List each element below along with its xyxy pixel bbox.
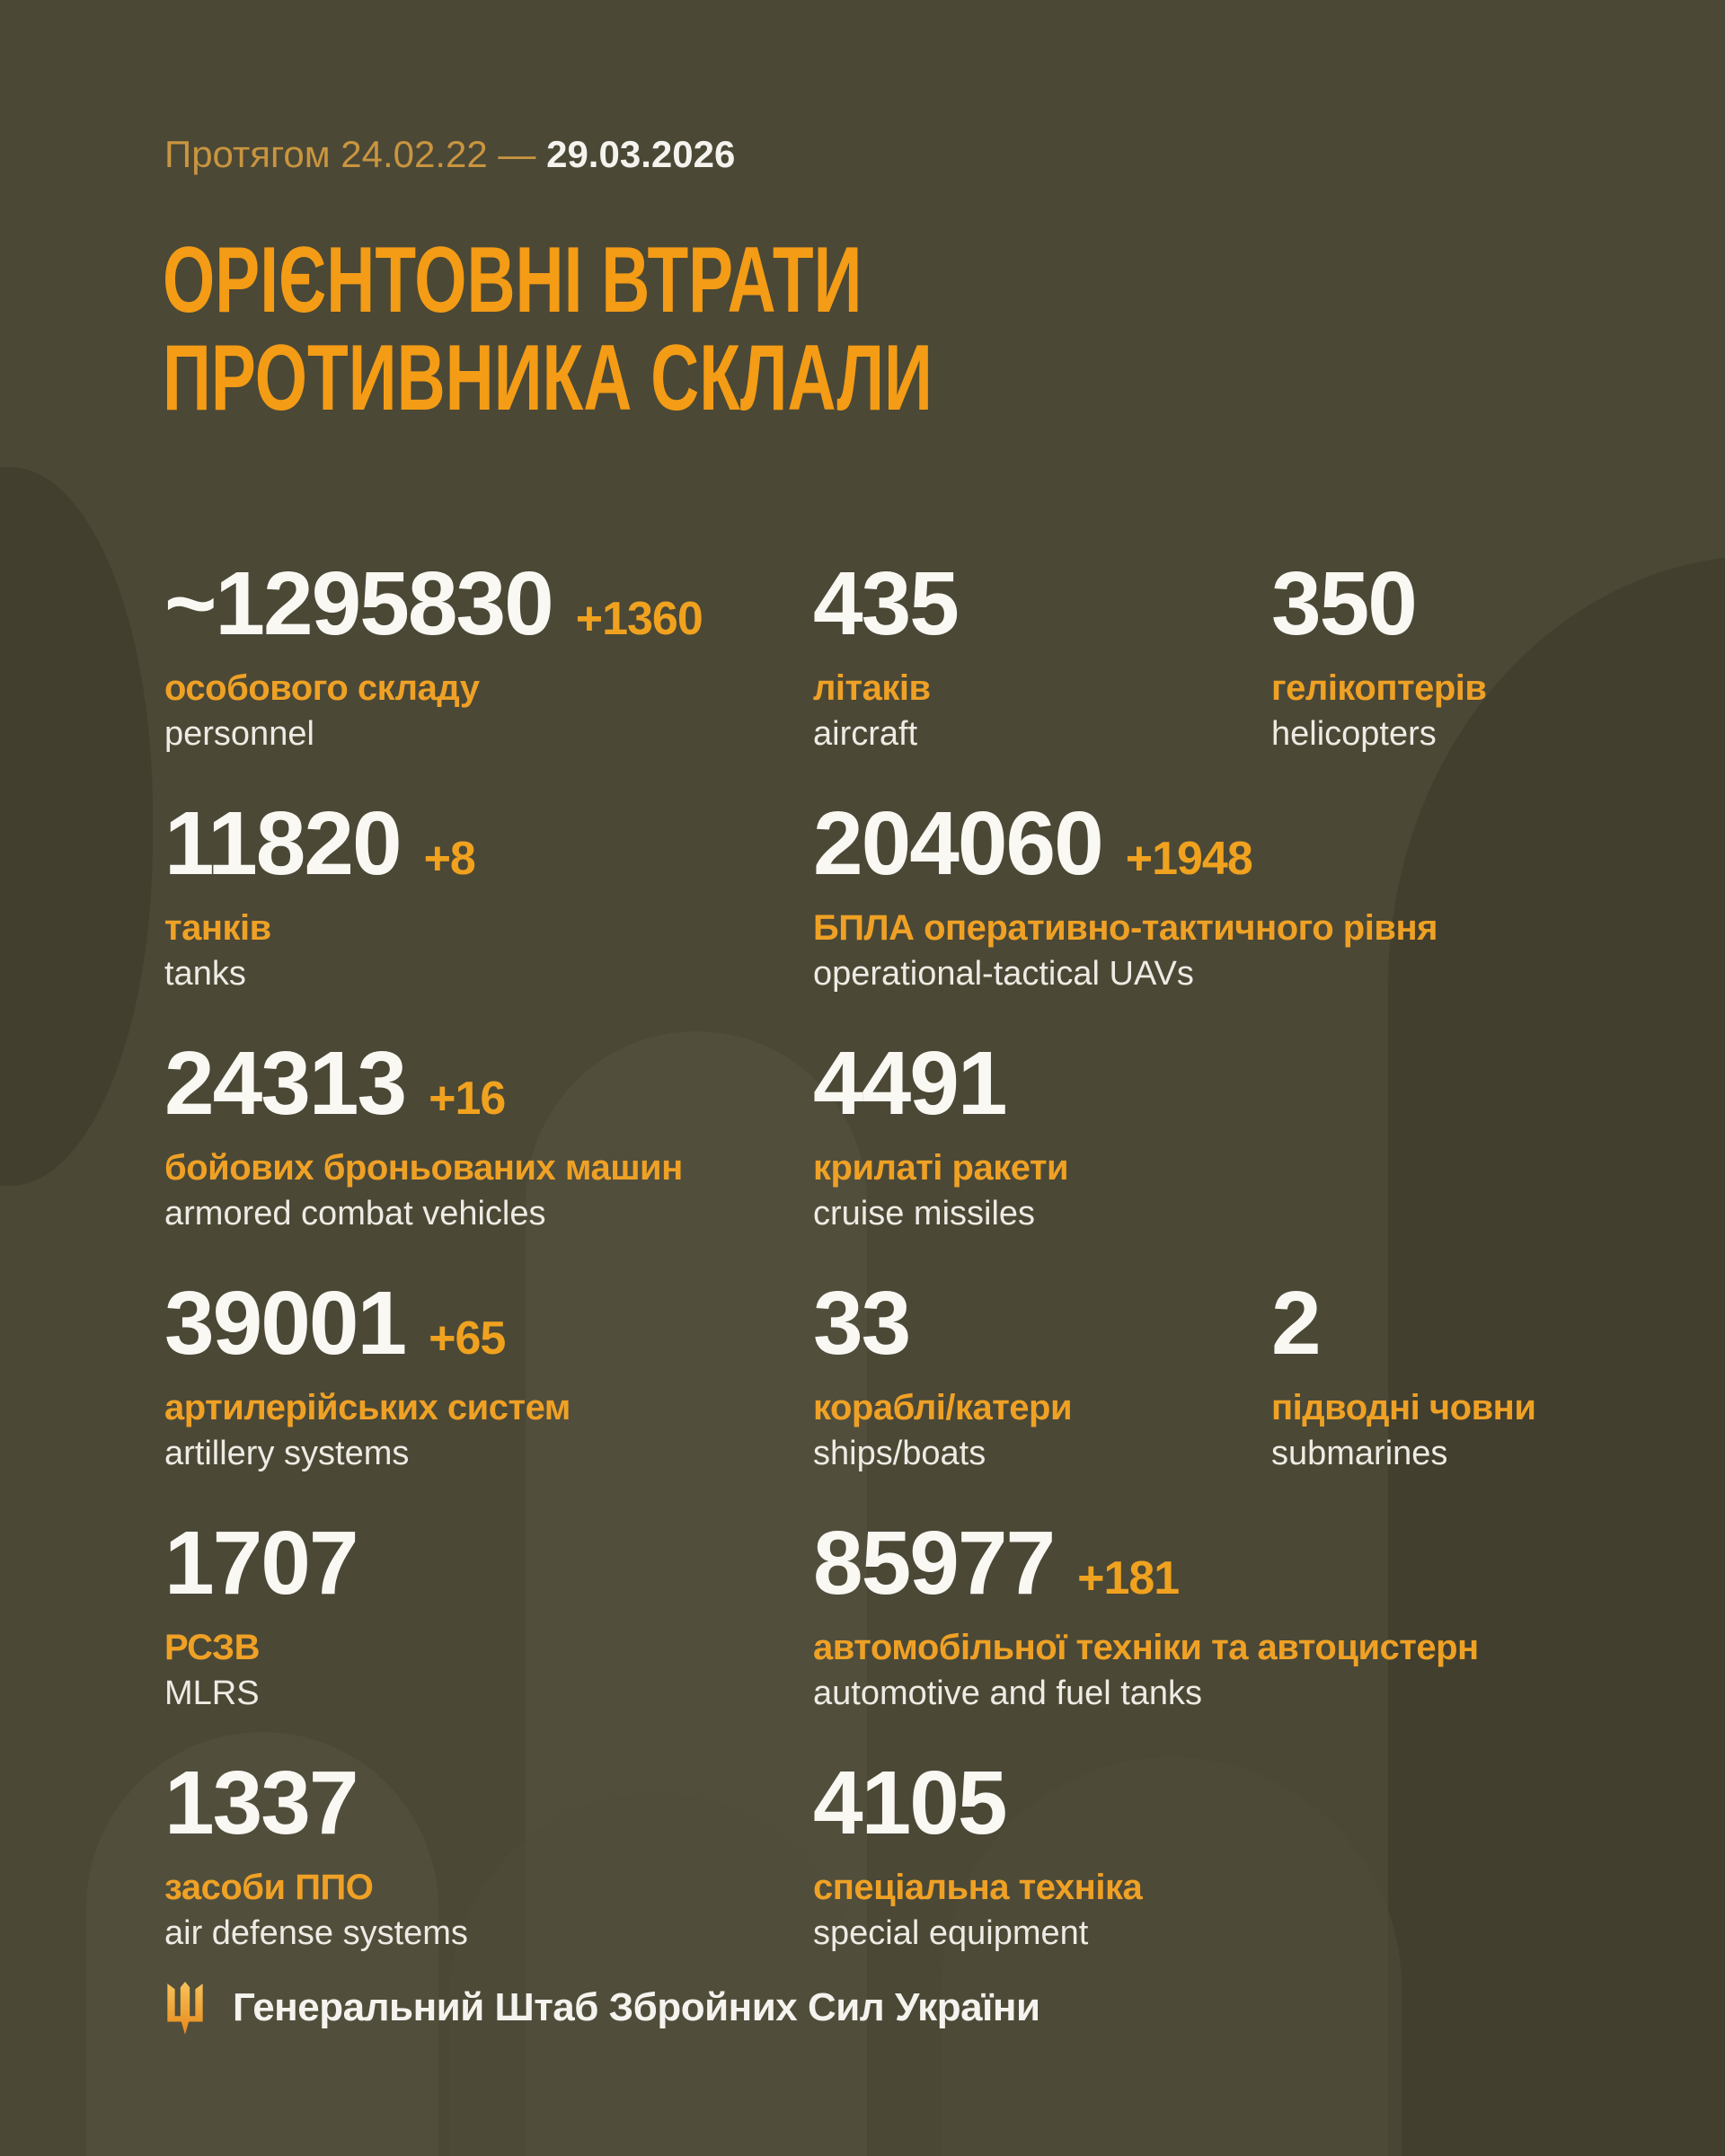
stat-label-uk: підводні човни [1271, 1388, 1536, 1427]
stat-label-uk: літаків [813, 668, 931, 708]
stat-label-en: ships/boats [813, 1435, 986, 1472]
stat-value: 1337 [164, 1753, 358, 1853]
watermark-trident-prong [942, 1757, 1402, 2156]
stat-value: 11820 [164, 793, 402, 894]
stat-label-uk: кораблі/катери [813, 1388, 1073, 1427]
stat-value: 435 [813, 553, 960, 654]
page-title-line1: ОРІЄНТОВНІ ВТРАТИ [163, 228, 862, 332]
footer-org-name: Генеральний Штаб Збройних Сил України [233, 1985, 1040, 2029]
stat-label-uk: гелікоптерів [1271, 668, 1487, 708]
stat-label-uk: артилерійських систем [164, 1388, 571, 1427]
tryzub-trident-icon [167, 1982, 203, 2035]
stat-value: 204060 [813, 793, 1104, 894]
stat-label-uk: засоби ППО [164, 1868, 374, 1907]
stat-value-line: 39001 +65 [164, 1278, 571, 1383]
stat-label-uk: танків [164, 908, 271, 948]
stat-delta: +8 [423, 833, 476, 885]
stat-vehicles-fuel-tanks: 85977 +181 автомобільної техніки та автоц… [813, 1518, 1479, 1713]
stat-value: 350 [1271, 553, 1418, 654]
stat-helicopters: 350 гелікоптерів helicopters [1271, 559, 1487, 754]
stat-air-defense: 1337 засоби ППО air defense systems [164, 1758, 468, 1953]
stat-value: 4491 [813, 1033, 1007, 1134]
stat-value: ~1295830 [164, 553, 554, 654]
stat-special-equipment: 4105 спеціальна техніка special equipmen… [813, 1758, 1143, 1953]
stat-delta: +16 [429, 1073, 506, 1125]
stat-value-line: 350 [1271, 559, 1487, 664]
stat-label-en: automotive and fuel tanks [813, 1674, 1203, 1712]
stat-aircraft: 435 літаків aircraft [813, 559, 981, 754]
stat-label-en: special equipment [813, 1914, 1089, 1952]
stat-value-line: 33 [813, 1278, 1072, 1383]
watermark-trident-prong [449, 1793, 862, 2156]
stat-value: 33 [813, 1273, 911, 1374]
stat-label-uk: крилаті ракети [813, 1148, 1069, 1188]
stat-value: 24313 [164, 1033, 407, 1134]
stat-label-en: MLRS [164, 1674, 260, 1712]
stat-label-en: personnel [164, 715, 314, 753]
stat-delta: +1948 [1125, 833, 1253, 885]
stat-label-en: submarines [1271, 1435, 1448, 1472]
stat-label-uk: БПЛА оперативно-тактичного рівня [813, 908, 1438, 948]
stat-value-line: 85977 +181 [813, 1518, 1479, 1623]
stat-label-uk: автомобільної техніки та автоцистерн [813, 1628, 1479, 1667]
stat-cruise-missiles: 4491 крилаті ракети cruise missiles [813, 1038, 1069, 1233]
stat-submarines: 2 підводні човни submarines [1271, 1278, 1536, 1473]
page-title: ОРІЄНТОВНІ ВТРАТИ ПРОТИВНИКА СКЛАЛИ [163, 232, 933, 428]
stat-label-en: helicopters [1271, 715, 1437, 753]
stat-personnel: ~1295830 +1360 особового складу personnel [164, 559, 703, 754]
stat-value: 39001 [164, 1273, 407, 1374]
stat-label-uk: бойових броньованих машин [164, 1148, 683, 1188]
stat-label-en: armored combat vehicles [164, 1195, 546, 1233]
watermark-shape [1388, 555, 1725, 2156]
stat-label-en: tanks [164, 955, 246, 993]
stat-label-uk: спеціальна техніка [813, 1868, 1143, 1907]
stat-delta: +65 [429, 1312, 506, 1365]
stat-value: 1707 [164, 1513, 358, 1613]
watermark-shape [0, 467, 153, 1186]
stat-value-line: 1337 [164, 1758, 468, 1863]
period-prefix: Протягом 24.02.22 — [164, 133, 536, 175]
stat-value-line: 2 [1271, 1278, 1535, 1383]
stat-value-line: ~1295830 +1360 [164, 559, 703, 664]
page-title-line2: ПРОТИВНИКА СКЛАЛИ [163, 326, 933, 430]
stat-value-line: 11820 +8 [164, 799, 476, 904]
stat-label-en: cruise missiles [813, 1195, 1036, 1233]
stat-value-line: 1707 [164, 1518, 380, 1623]
stat-value: 2 [1271, 1273, 1322, 1374]
period-line: Протягом 24.02.22 — 29.03.2026 [164, 133, 735, 176]
stat-artillery: 39001 +65 артилерійських систем artillery… [164, 1278, 571, 1473]
stat-delta: +1360 [575, 593, 703, 645]
stat-value: 85977 [813, 1513, 1056, 1613]
stat-label-en: aircraft [813, 715, 918, 753]
stat-label-en: air defense systems [164, 1914, 468, 1952]
stat-mlrs: 1707 РСЗВ MLRS [164, 1518, 380, 1713]
stat-value: 4105 [813, 1753, 1007, 1853]
stat-value-line: 204060 +1948 [813, 799, 1438, 904]
stat-label-en: artillery systems [164, 1435, 410, 1472]
stat-value-line: 4105 [813, 1758, 1142, 1863]
period-end-date: 29.03.2026 [546, 133, 736, 175]
stat-uavs: 204060 +1948 БПЛА оперативно-тактичного р… [813, 799, 1438, 994]
stat-value-line: 435 [813, 559, 981, 664]
stat-label-en: operational-tactical UAVs [813, 955, 1194, 993]
stat-tanks: 11820 +8 танків tanks [164, 799, 476, 994]
stat-label-uk: особового складу [164, 668, 480, 708]
watermark-trident-prong [86, 1732, 438, 2156]
stat-ships-boats: 33 кораблі/катери ships/boats [813, 1278, 1073, 1473]
stat-value-line: 4491 [813, 1038, 1068, 1144]
stat-delta: +181 [1077, 1552, 1180, 1604]
stat-armored-vehicles: 24313 +16 бойових броньованих машин armor… [164, 1038, 683, 1233]
footer: Генеральний Штаб Збройних Сил України [164, 1982, 1040, 2036]
stat-value-line: 24313 +16 [164, 1038, 683, 1144]
stat-label-uk: РСЗВ [164, 1628, 261, 1667]
